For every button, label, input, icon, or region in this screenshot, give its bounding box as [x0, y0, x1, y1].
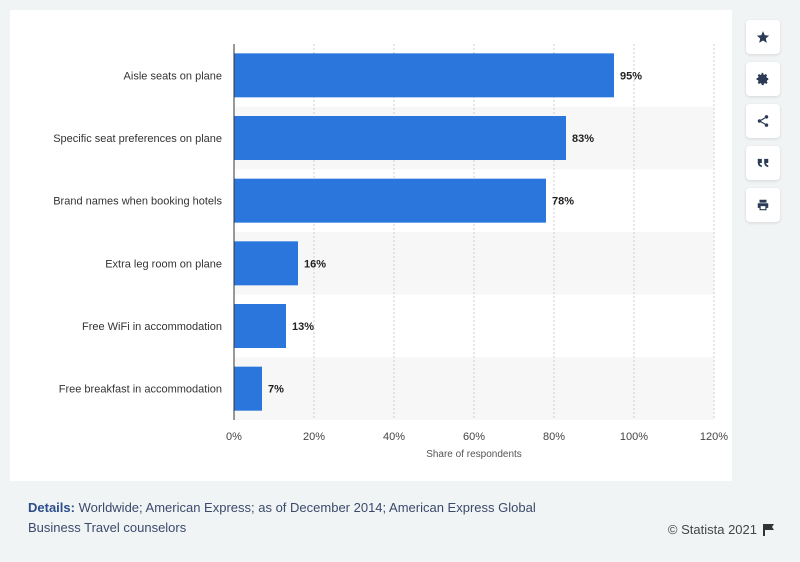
- x-tick-label: 80%: [543, 431, 565, 443]
- bar: [234, 53, 614, 98]
- value-label: 7%: [268, 384, 284, 396]
- value-label: 95%: [620, 70, 642, 82]
- gear-icon: [756, 72, 769, 86]
- x-tick-label: 0%: [226, 431, 242, 443]
- details-body: Worldwide; American Express; as of Decem…: [28, 500, 536, 535]
- bar: [234, 304, 286, 348]
- x-tick-label: 20%: [303, 431, 325, 443]
- print-icon: [757, 199, 769, 211]
- value-label: 16%: [304, 258, 326, 270]
- bar: [234, 178, 546, 223]
- category-label: Aisle seats on plane: [124, 70, 222, 82]
- x-tick-label: 100%: [620, 431, 648, 443]
- chart-card: 95% Aisle seats on plane 83% Specific seat …: [10, 10, 732, 481]
- side-toolbar: [746, 20, 780, 230]
- share-button[interactable]: [746, 104, 780, 138]
- bar: [234, 241, 298, 286]
- details-label: Details:: [28, 500, 75, 515]
- cite-button[interactable]: [746, 146, 780, 180]
- footer: Details: Worldwide; American Express; as…: [0, 482, 800, 562]
- category-label: Free breakfast in accommodation: [59, 384, 222, 396]
- value-label: 78%: [552, 196, 574, 208]
- bar: [234, 366, 262, 411]
- x-tick-label: 60%: [463, 431, 485, 443]
- category-label: Specific seat preferences on plane: [53, 133, 222, 145]
- print-button[interactable]: [746, 188, 780, 222]
- bar-chart: 95% Aisle seats on plane 83% Specific seat …: [53, 44, 728, 460]
- bar: [234, 116, 566, 160]
- category-label: Free WiFi in accommodation: [82, 321, 222, 333]
- share-icon: [757, 115, 769, 127]
- details-text: Details: Worldwide; American Express; as…: [28, 498, 548, 538]
- settings-button[interactable]: [746, 62, 780, 96]
- favorite-button[interactable]: [746, 20, 780, 54]
- category-label: Extra leg room on plane: [105, 258, 222, 270]
- statista-credit[interactable]: © Statista 2021: [668, 522, 774, 537]
- x-axis-title: Share of respondents: [426, 449, 522, 460]
- category-label: Brand names when booking hotels: [53, 196, 222, 208]
- star-icon: [756, 31, 770, 43]
- x-tick-label: 40%: [383, 431, 405, 443]
- flag-icon: [763, 523, 774, 536]
- value-label: 13%: [292, 321, 314, 333]
- value-label: 83%: [572, 133, 594, 145]
- quote-icon: [757, 158, 769, 168]
- credit-text: © Statista 2021: [667, 522, 757, 537]
- x-tick-label: 120%: [700, 431, 728, 443]
